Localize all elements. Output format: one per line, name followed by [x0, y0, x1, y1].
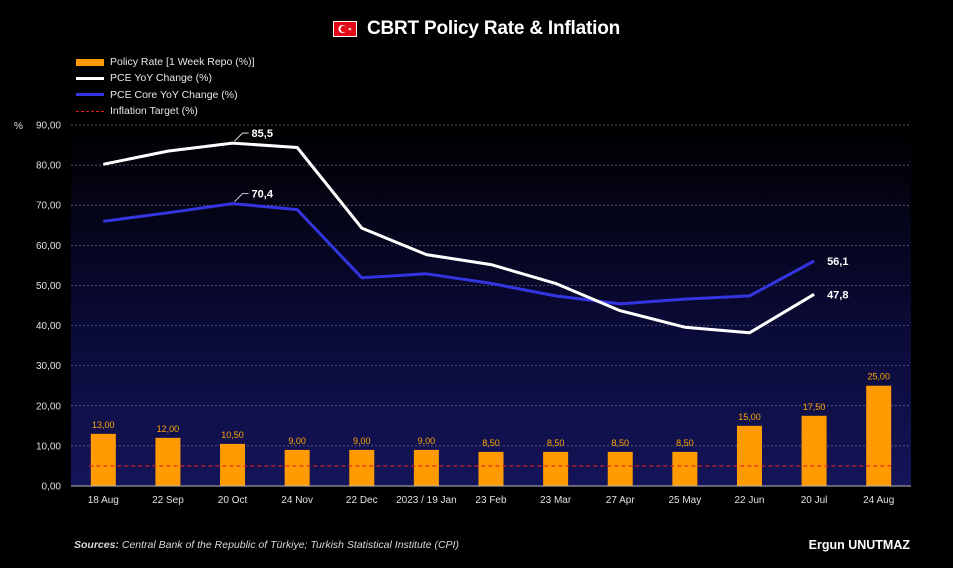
x-tick-label: 20 Jul — [801, 495, 828, 506]
x-tick-label: 23 Feb — [475, 495, 507, 506]
bar-data-label: 15,00 — [738, 412, 761, 422]
bar-data-label: 25,00 — [867, 372, 890, 382]
annotation-label: 56,1 — [827, 256, 848, 268]
y-tick-label: 80,00 — [36, 161, 61, 172]
x-tick-label: 18 Aug — [88, 495, 119, 506]
chart-header: CBRT Policy Rate & Inflation — [0, 18, 953, 40]
bar-data-label: 10,50 — [221, 430, 244, 440]
bar-data-label: 8,50 — [676, 438, 694, 448]
legend-swatch-dashed — [76, 110, 104, 112]
legend-swatch-line-white — [76, 76, 104, 80]
pce-core-line — [103, 202, 815, 306]
legend-item-policy-rate: Policy Rate [1 Week Repo (%)] — [76, 54, 255, 70]
bar-data-label: 8,50 — [547, 438, 565, 448]
bar — [736, 425, 762, 486]
legend-item-pce: PCE YoY Change (%) — [76, 70, 255, 86]
legend-label: Inflation Target (%) — [110, 105, 198, 118]
chart-title: CBRT Policy Rate & Inflation — [366, 18, 621, 39]
bar-data-label: 17,50 — [803, 402, 826, 412]
annotation-leader — [234, 193, 249, 202]
bar-data-label: 9,00 — [353, 436, 371, 446]
annotation-leader — [234, 132, 249, 142]
x-tick-label: 22 Jun — [734, 495, 764, 506]
legend-swatch-bar — [76, 58, 104, 66]
x-tick-label: 2023 / 19 Jan — [396, 495, 457, 506]
turkey-flag-icon — [332, 21, 357, 37]
x-tick-label: 22 Sep — [152, 495, 184, 506]
x-tick-label: 22 Dec — [346, 495, 378, 506]
legend-item-pce-core: PCE Core YoY Change (%) — [76, 87, 255, 103]
y-tick-label: 0,00 — [42, 482, 62, 493]
y-tick-label: 10,00 — [36, 441, 61, 452]
y-tick-label: 50,00 — [36, 281, 61, 292]
x-tick-label: 24 Nov — [281, 495, 313, 506]
bar — [672, 451, 698, 486]
y-tick-label: 60,00 — [36, 241, 61, 252]
y-axis-label: % — [14, 121, 23, 132]
bar-data-label: 9,00 — [418, 436, 436, 446]
bar-data-label: 9,00 — [288, 436, 306, 446]
plot-area — [71, 125, 911, 486]
legend-swatch-line-blue — [76, 93, 104, 97]
legend: Policy Rate [1 Week Repo (%)] PCE YoY Ch… — [76, 54, 255, 119]
bar-data-label: 8,50 — [482, 438, 500, 448]
bar-data-label: 8,50 — [611, 438, 629, 448]
annotation-label: 70,4 — [252, 189, 274, 201]
bar — [478, 451, 504, 486]
author-credit: Ergun UNUTMAZ — [808, 538, 910, 552]
y-tick-label: 90,00 — [36, 121, 61, 132]
bar — [801, 415, 827, 486]
y-tick-label: 40,00 — [36, 321, 61, 332]
sources-note: Sources: Central Bank of the Republic of… — [74, 539, 459, 551]
x-tick-label: 24 Aug — [863, 495, 894, 506]
bar — [607, 451, 633, 486]
bar-data-label: 13,00 — [92, 420, 115, 430]
y-tick-label: 20,00 — [36, 401, 61, 412]
y-tick-label: 70,00 — [36, 201, 61, 212]
bar — [543, 451, 569, 486]
bar — [155, 437, 181, 486]
x-tick-label: 20 Oct — [218, 495, 248, 506]
legend-label: Policy Rate [1 Week Repo (%)] — [110, 56, 255, 69]
sources-text: Central Bank of the Republic of Türkiye;… — [118, 539, 459, 551]
x-tick-label: 23 Mar — [540, 495, 572, 506]
sources-label: Sources: — [74, 539, 119, 551]
legend-label: PCE YoY Change (%) — [110, 72, 212, 85]
annotation-label: 85,5 — [252, 128, 273, 140]
annotation-label: 47,8 — [827, 289, 848, 301]
bar — [284, 449, 310, 486]
x-tick-label: 25 May — [668, 495, 701, 506]
bar — [866, 385, 892, 486]
bar — [220, 443, 246, 486]
legend-item-inflation-target: Inflation Target (%) — [76, 103, 255, 119]
pce-line — [102, 141, 815, 335]
bar — [90, 433, 116, 486]
bar — [349, 449, 375, 486]
x-tick-label: 27 Apr — [606, 495, 636, 506]
y-tick-label: 30,00 — [36, 361, 61, 372]
bar-data-label: 12,00 — [157, 424, 180, 434]
bar — [413, 449, 439, 486]
legend-label: PCE Core YoY Change (%) — [110, 88, 238, 101]
